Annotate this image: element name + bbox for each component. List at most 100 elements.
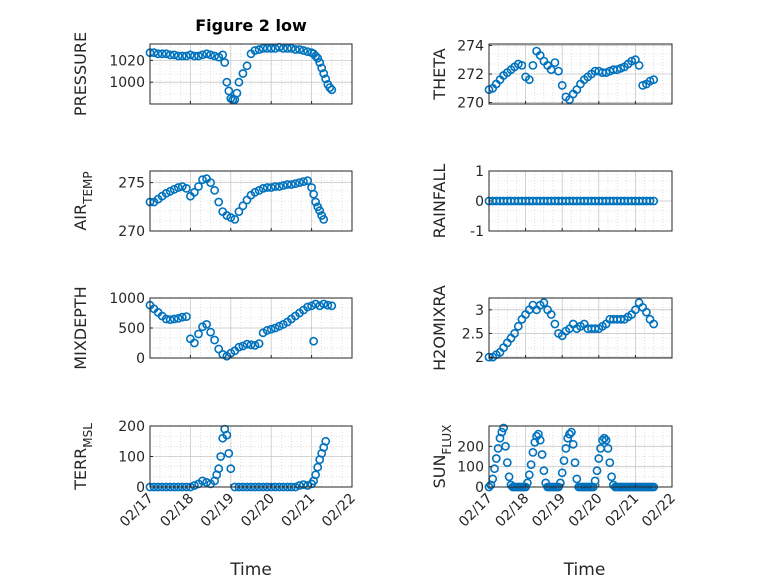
data-point [234, 77, 244, 87]
y-tick-label: 0 [136, 480, 145, 496]
data-point [517, 61, 527, 70]
data-point [185, 50, 195, 60]
y-tick-label: 100 [118, 450, 145, 466]
axes-frame [149, 43, 353, 105]
data-point [270, 182, 280, 191]
data-point [226, 464, 236, 474]
data-point [206, 178, 215, 187]
tick-labels: 1000 1020 [109, 53, 353, 104]
x-tick-label: 02/19 [529, 491, 569, 531]
data-point [173, 51, 183, 61]
data-point [250, 187, 260, 197]
data-point [270, 323, 280, 333]
data-point [537, 450, 547, 459]
data-point [502, 458, 512, 467]
data-point [599, 433, 609, 443]
data-point [321, 436, 331, 446]
y-axis-label: MIXDEPTH [71, 286, 90, 369]
y-tick-label: 500 [118, 321, 145, 337]
data-point [570, 458, 580, 467]
data-point [224, 86, 234, 96]
data-point [309, 336, 318, 346]
tick-labels: -1 0 1 [470, 164, 673, 240]
y-axis-label: SUNFLUX [430, 425, 454, 489]
y-axis-label: THETA [430, 48, 449, 100]
data-point [181, 312, 191, 321]
grid [489, 44, 672, 104]
data-point [315, 206, 325, 216]
data-point [266, 44, 276, 53]
data-point [631, 305, 640, 315]
x-tick-label: 02/20 [238, 491, 278, 531]
x-tick-label: 02/22 [639, 491, 679, 531]
data-point [254, 45, 264, 54]
data-point [598, 435, 607, 445]
data-point [559, 456, 569, 465]
data-point [504, 472, 514, 482]
data-point [510, 328, 519, 338]
data-point [198, 175, 207, 185]
data-point [546, 310, 556, 319]
data-markers [145, 174, 329, 224]
data-point [258, 183, 268, 193]
data-point [325, 83, 335, 92]
data-markers [484, 46, 659, 105]
data-point [254, 339, 264, 348]
data-point [295, 45, 304, 54]
y-tick-label: 270 [457, 96, 484, 112]
data-point [526, 460, 536, 469]
y-tick-label: -1 [470, 224, 484, 240]
figure-title: Figure 2 low [195, 16, 307, 35]
x-axis-label: Time [229, 560, 272, 580]
data-point [222, 430, 232, 440]
data-markers [484, 298, 659, 362]
data-point [214, 197, 224, 207]
data-point [262, 325, 272, 335]
x-tick-label: 02/22 [319, 491, 359, 531]
x-axis-label: Time [563, 560, 606, 580]
data-point [290, 45, 300, 54]
y-axis-label: PRESSURE [71, 32, 90, 116]
data-point [563, 433, 573, 443]
data-point [274, 182, 284, 191]
data-point [594, 454, 604, 463]
data-point [601, 435, 611, 445]
data-point [605, 458, 615, 467]
data-point [165, 315, 175, 324]
subplot-terr-msl: 0 100 200 02/17 02/18 02/19 02/20 02/21 02/22 TE… [71, 419, 359, 580]
data-point [278, 181, 288, 190]
data-point [513, 321, 523, 331]
data-point [266, 183, 276, 192]
data-point [499, 423, 508, 433]
y-axis-label: TERRMSL [71, 423, 95, 491]
data-point [572, 474, 582, 484]
data-point [649, 75, 659, 85]
y-tick-label: 200 [457, 439, 484, 455]
data-point [234, 342, 244, 352]
data-point [528, 61, 538, 70]
data-point [194, 182, 203, 191]
data-point [642, 307, 651, 317]
data-point [557, 81, 567, 90]
data-point [169, 314, 179, 324]
y-tick-label: 275 [118, 176, 145, 192]
tick-labels: 270 272 274 [457, 38, 673, 112]
data-point [319, 69, 329, 78]
y-axis-label: AIRTEMP [71, 171, 95, 230]
y-tick-label: 1020 [109, 53, 145, 69]
data-point [250, 46, 260, 55]
data-point [161, 49, 171, 59]
data-point [539, 298, 549, 308]
data-point [210, 185, 219, 195]
data-point [177, 312, 187, 322]
data-point [557, 468, 567, 478]
data-point [299, 177, 308, 186]
tick-labels: 0 500 1000 [109, 291, 353, 367]
data-point [206, 327, 215, 337]
data-point [262, 183, 272, 192]
subplot-mixdepth: 0 500 1000 MIXDEPTH [71, 286, 353, 370]
data-point [313, 462, 323, 472]
y-axis-label: H2OMIXRA [430, 285, 449, 371]
data-point [607, 472, 616, 482]
data-point [210, 51, 219, 61]
